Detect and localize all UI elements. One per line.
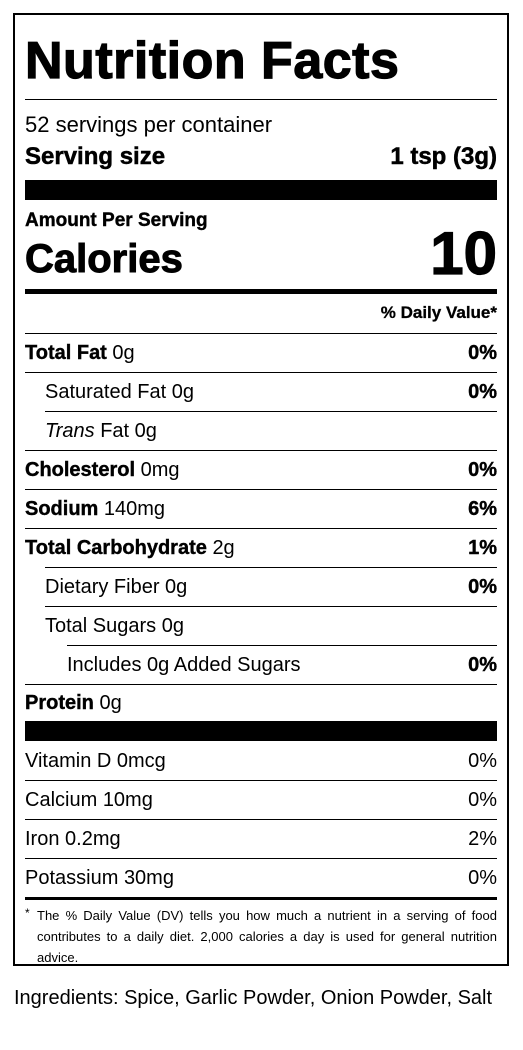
nutrient-dv: 0% [468,576,497,598]
vitamin-amount: 0.2mg [65,828,121,850]
nutrient-name: Total Sugars [45,615,157,637]
divider [25,528,497,529]
nutrient-row-total-sugars: Total Sugars 0g [45,607,497,645]
divider [25,489,497,490]
nutrient-row-total-fat: Total Fat 0g 0% [25,334,497,372]
divider [45,567,497,568]
divider [45,606,497,607]
vitamin-name: Iron [25,828,60,850]
vitamin-name: Vitamin D [25,750,112,772]
footnote-text: The % Daily Value (DV) tells you how muc… [37,908,497,965]
nutrient-row-protein: Protein 0g [25,684,497,722]
nutrient-name: Dietary Fiber [45,576,160,598]
vitamin-dv: 0% [468,789,497,811]
label-title: Nutrition Facts [24,31,400,90]
nutrient-row-total-carbohydrate: Total Carbohydrate 2g 1% [25,529,497,567]
nutrient-amount: 0mg [140,459,180,481]
nutrient-amount: 0g [171,381,194,403]
nutrient-amount: 0g [99,692,122,714]
nutrient-dv: 0% [468,342,497,364]
nutrient-name: Includes 0g Added Sugars [67,654,301,676]
footnote: * The % Daily Value (DV) tells you how m… [25,905,497,968]
nutrient-amount: 0g [112,342,135,364]
nutrient-name-suffix: Fat [100,420,130,442]
footnote-star: * [25,906,30,920]
nutrient-dv: 1% [468,537,497,559]
nutrient-row-saturated-fat: Saturated Fat 0g 0% [45,373,497,411]
vitamin-dv: 0% [468,750,497,772]
nutrient-amount: 140mg [103,498,166,520]
calories-value: 10 [430,219,498,287]
nutrient-name: Total Fat [25,342,107,364]
vitamin-dv: 2% [468,828,497,850]
nutrient-dv: 0% [468,459,497,481]
nutrient-name: Sodium [25,498,99,520]
ingredients-text: Ingredients: Spice, Garlic Powder, Onion… [14,987,493,1009]
nutrient-name: Protein [25,692,94,714]
vitamin-row-calcium: Calcium 10mg 0% [25,781,497,819]
serving-size-label: Serving size [25,143,166,171]
thick-divider [25,721,497,741]
calories-label: Calories [25,237,184,282]
nutrient-name: Total Carbohydrate [25,537,207,559]
divider [25,333,497,334]
vitamin-amount: 30mg [123,867,174,889]
divider [25,780,497,781]
vitamin-amount: 10mg [102,789,153,811]
servings-per-container: 52 servings per container [25,112,273,137]
nutrient-name: Cholesterol [25,459,136,481]
amount-per-serving: Amount Per Serving [25,210,208,231]
divider [67,645,497,646]
divider [25,450,497,451]
divider [45,411,497,412]
nutrition-facts-label: Nutrition Facts 52 servings per containe… [13,13,509,966]
medium-divider [25,897,497,900]
nutrient-amount: 0g [134,420,157,442]
divider [25,858,497,859]
divider [25,819,497,820]
vitamin-row-vitamin-d: Vitamin D 0mcg 0% [25,742,497,780]
thick-divider [25,180,497,200]
nutrient-name: Saturated Fat [45,381,167,403]
nutrient-row-trans-fat: Trans Fat 0g [45,412,497,450]
vitamin-dv: 0% [468,867,497,889]
vitamin-row-iron: Iron 0.2mg 2% [25,820,497,858]
nutrient-dv: 6% [468,498,497,520]
nutrient-dv: 0% [468,381,497,403]
nutrient-row-cholesterol: Cholesterol 0mg 0% [25,451,497,489]
vitamin-amount: 0mcg [116,750,166,772]
divider [25,372,497,373]
daily-value-header: % Daily Value* [380,303,498,322]
nutrient-row-sodium: Sodium 140mg 6% [25,490,497,528]
nutrient-row-added-sugars: Includes 0g Added Sugars 0% [67,646,497,684]
nutrient-amount: 0g [161,615,184,637]
serving-size-value: 1 tsp (3g) [390,143,497,171]
divider [25,684,497,685]
vitamin-row-potassium: Potassium 30mg 0% [25,859,497,897]
nutrient-row-dietary-fiber: Dietary Fiber 0g 0% [45,568,497,606]
nutrient-dv: 0% [468,654,497,676]
nutrient-amount: 0g [165,576,188,598]
medium-divider [25,289,497,294]
divider [25,99,497,100]
nutrient-amount: 2g [212,537,235,559]
serving-size-row: Serving size 1 tsp (3g) [25,141,497,175]
vitamin-name: Potassium [25,867,119,889]
vitamin-name: Calcium [25,789,98,811]
nutrient-name: Trans [45,420,95,442]
